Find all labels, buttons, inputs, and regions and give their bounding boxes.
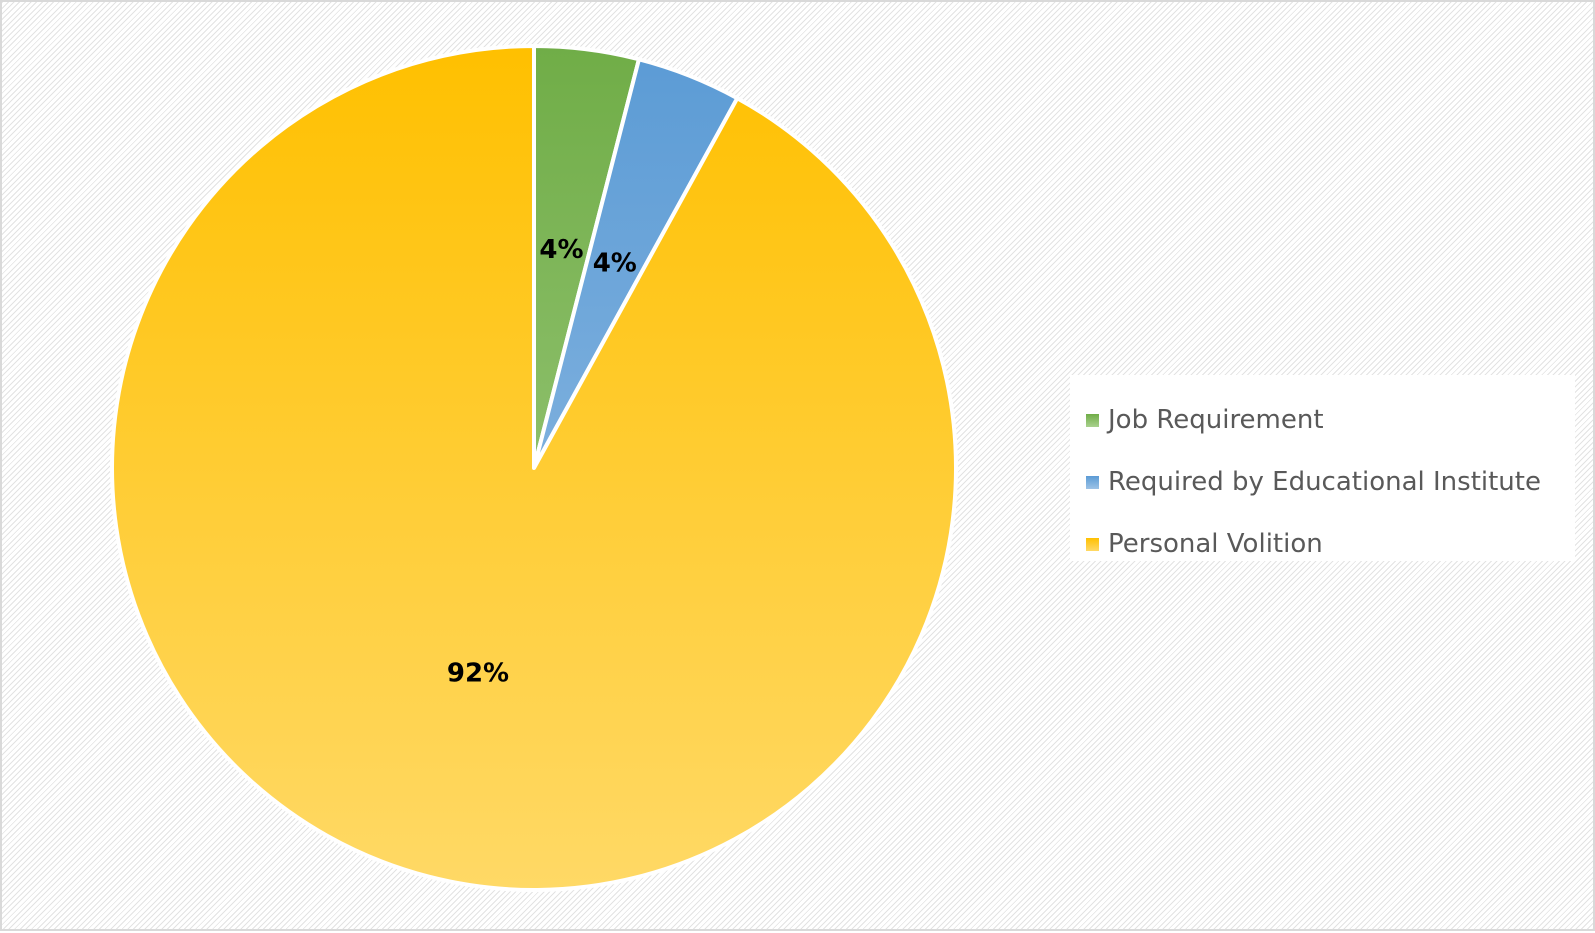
legend-label: Job Requirement <box>1108 405 1324 435</box>
legend-item-educational-institute: Required by Educational Institute <box>1086 451 1575 513</box>
legend-swatch-educational-institute <box>1086 475 1099 489</box>
data-label-educational-institute: 4% <box>593 248 637 278</box>
legend-swatch-job-requirement <box>1086 413 1099 427</box>
legend-item-job-requirement: Job Requirement <box>1086 389 1575 451</box>
data-label-job-requirement: 4% <box>539 235 583 265</box>
data-label-personal-volition: 92% <box>447 659 509 689</box>
legend-item-personal-volition: Personal Volition <box>1086 513 1575 575</box>
legend-swatch-personal-volition <box>1086 537 1099 551</box>
pie-slice-personal-volition <box>110 44 958 892</box>
legend-label: Required by Educational Institute <box>1108 467 1541 497</box>
legend-label: Personal Volition <box>1108 529 1323 559</box>
legend: Job Requirement Required by Educational … <box>1070 375 1575 561</box>
